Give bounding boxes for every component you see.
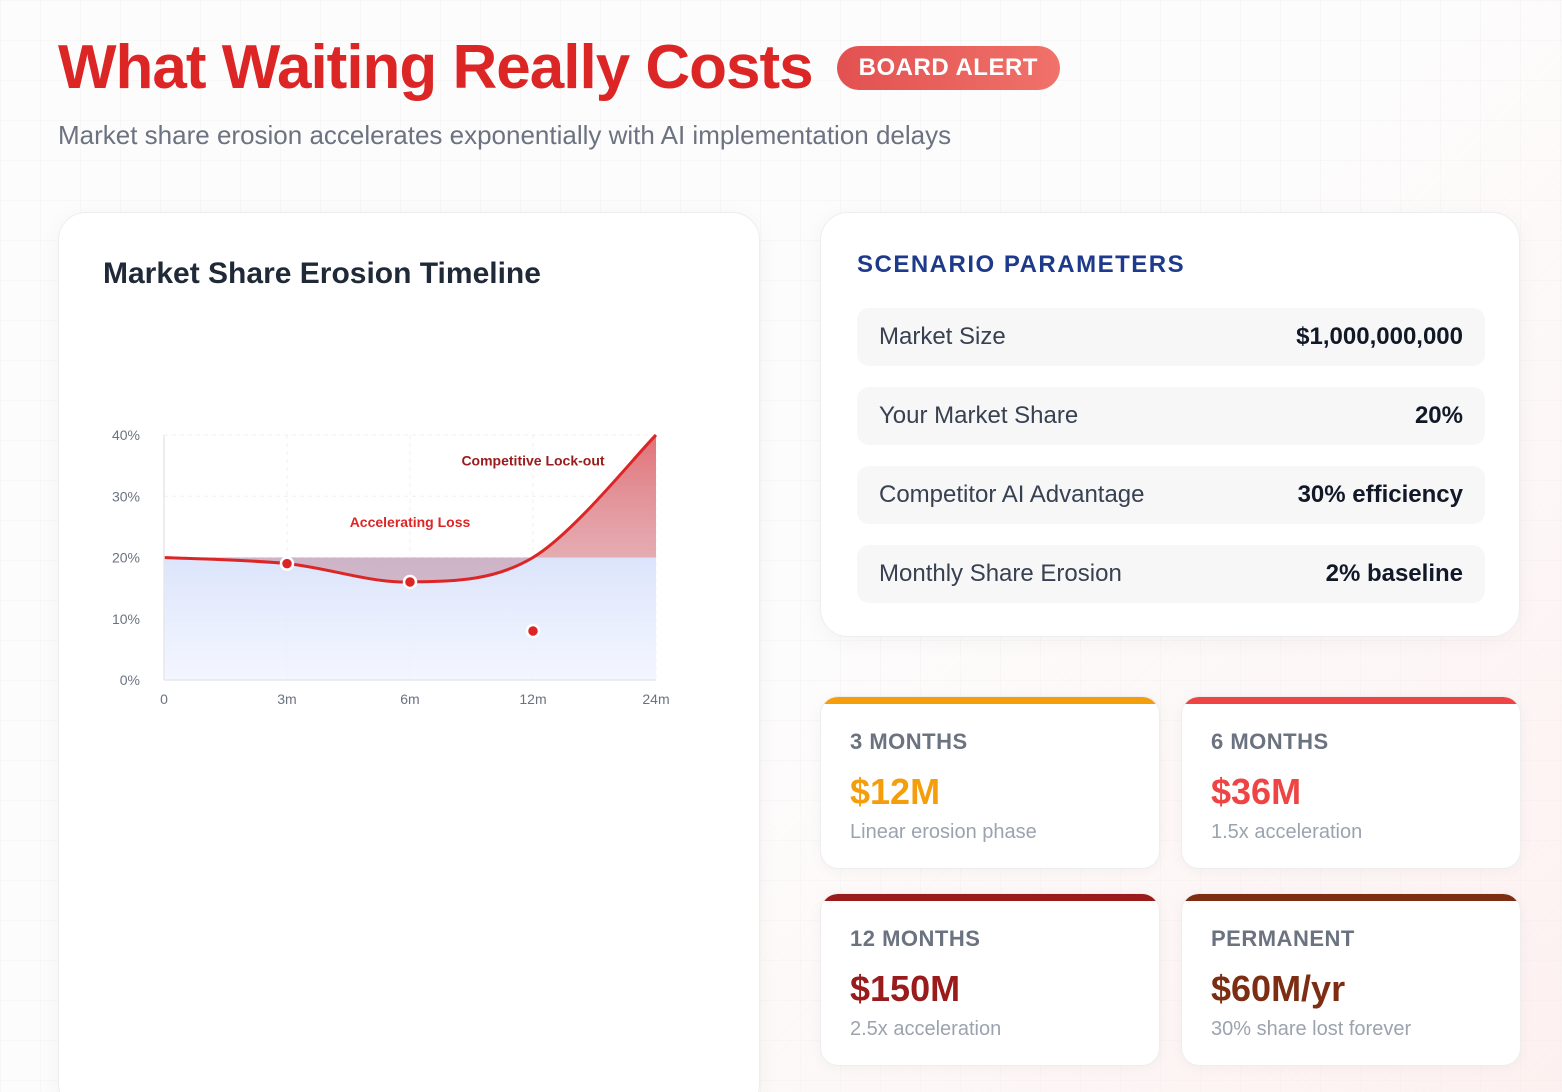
- x-tick-label: 0: [160, 691, 168, 707]
- data-point-marker: [402, 574, 418, 590]
- cost-accent-bar: [1182, 894, 1520, 901]
- y-tick-label: 10%: [112, 611, 140, 627]
- param-label: Monthly Share Erosion: [879, 560, 1122, 587]
- param-value: 30% efficiency: [1297, 481, 1463, 508]
- cost-label: 3 MONTHS: [850, 729, 968, 754]
- cost-value: $36M: [1211, 771, 1302, 812]
- cost-card-6-months: 6 MONTHS $36M 1.5x acceleration: [1181, 696, 1521, 869]
- cost-value: $150M: [850, 968, 961, 1009]
- param-row-market-share: Your Market Share 20%: [857, 387, 1485, 445]
- page-subtitle: Market share erosion accelerates exponen…: [58, 120, 952, 150]
- chart-card: Market Share Erosion Timeline 0% 10% 20% 30…: [58, 212, 760, 1092]
- x-tick-label: 12m: [519, 691, 546, 707]
- cost-description: Linear erosion phase: [850, 821, 1037, 843]
- param-label: Your Market Share: [879, 402, 1079, 429]
- x-tick-label: 6m: [400, 691, 419, 707]
- cost-accent-bar: [821, 697, 1159, 704]
- page-title: What Waiting Really Costs: [58, 33, 814, 102]
- param-value: 2% baseline: [1325, 560, 1463, 587]
- cost-description: 2.5x acceleration: [850, 1018, 1002, 1040]
- erosion-area: [164, 435, 656, 558]
- page-header: What Waiting Really Costs BOARD ALERT Ma…: [58, 30, 1060, 151]
- x-tick-label: 24m: [642, 691, 669, 707]
- param-value: $1,000,000,000: [1296, 323, 1463, 350]
- param-label: Competitor AI Advantage: [879, 481, 1145, 508]
- cost-card-12-months: 12 MONTHS $150M 2.5x acceleration: [820, 893, 1160, 1066]
- cost-card-permanent: PERMANENT $60M/yr 30% share lost forever: [1181, 893, 1521, 1066]
- cost-label: 12 MONTHS: [850, 926, 981, 951]
- market-share-chart: 0% 10% 20% 30% 40% 0 3m 6m 12m 24m Accelerating Lo…: [112, 427, 670, 707]
- scenario-parameters-card: SCENARIO PARAMETERS Market Size $1,000,0…: [820, 212, 1520, 637]
- param-label: Market Size: [879, 323, 1006, 350]
- param-row-market-size: Market Size $1,000,000,000: [857, 308, 1485, 366]
- cost-card-3-months: 3 MONTHS $12M Linear erosion phase: [820, 696, 1160, 869]
- cost-label: 6 MONTHS: [1211, 729, 1329, 754]
- cost-accent-bar: [821, 894, 1159, 901]
- y-tick-label: 20%: [112, 550, 140, 566]
- title-row: What Waiting Really Costs BOARD ALERT: [58, 30, 1060, 106]
- cost-description: 1.5x acceleration: [1211, 821, 1363, 843]
- cost-accent-bar: [1182, 697, 1520, 704]
- chart-annotation: Accelerating Loss: [350, 514, 471, 530]
- cost-label: PERMANENT: [1211, 926, 1355, 951]
- param-value: 20%: [1414, 402, 1463, 429]
- data-point-marker: [279, 556, 295, 571]
- param-row-competitor-advantage: Competitor AI Advantage 30% efficiency: [857, 466, 1485, 524]
- board-alert-badge: BOARD ALERT: [836, 46, 1060, 90]
- param-row-monthly-erosion: Monthly Share Erosion 2% baseline: [857, 545, 1485, 603]
- data-point-marker: [525, 623, 541, 639]
- x-tick-label: 3m: [277, 691, 296, 707]
- y-tick-label: 0%: [120, 672, 140, 688]
- chart-title: Market Share Erosion Timeline: [103, 257, 541, 290]
- y-tick-label: 40%: [112, 427, 140, 443]
- chart-annotation: Competitive Lock-out: [461, 453, 604, 469]
- cost-value: $12M: [850, 771, 941, 812]
- cost-value: $60M/yr: [1211, 968, 1346, 1009]
- y-tick-label: 30%: [112, 488, 140, 504]
- cost-description: 30% share lost forever: [1211, 1018, 1412, 1040]
- params-title: SCENARIO PARAMETERS: [857, 251, 1186, 278]
